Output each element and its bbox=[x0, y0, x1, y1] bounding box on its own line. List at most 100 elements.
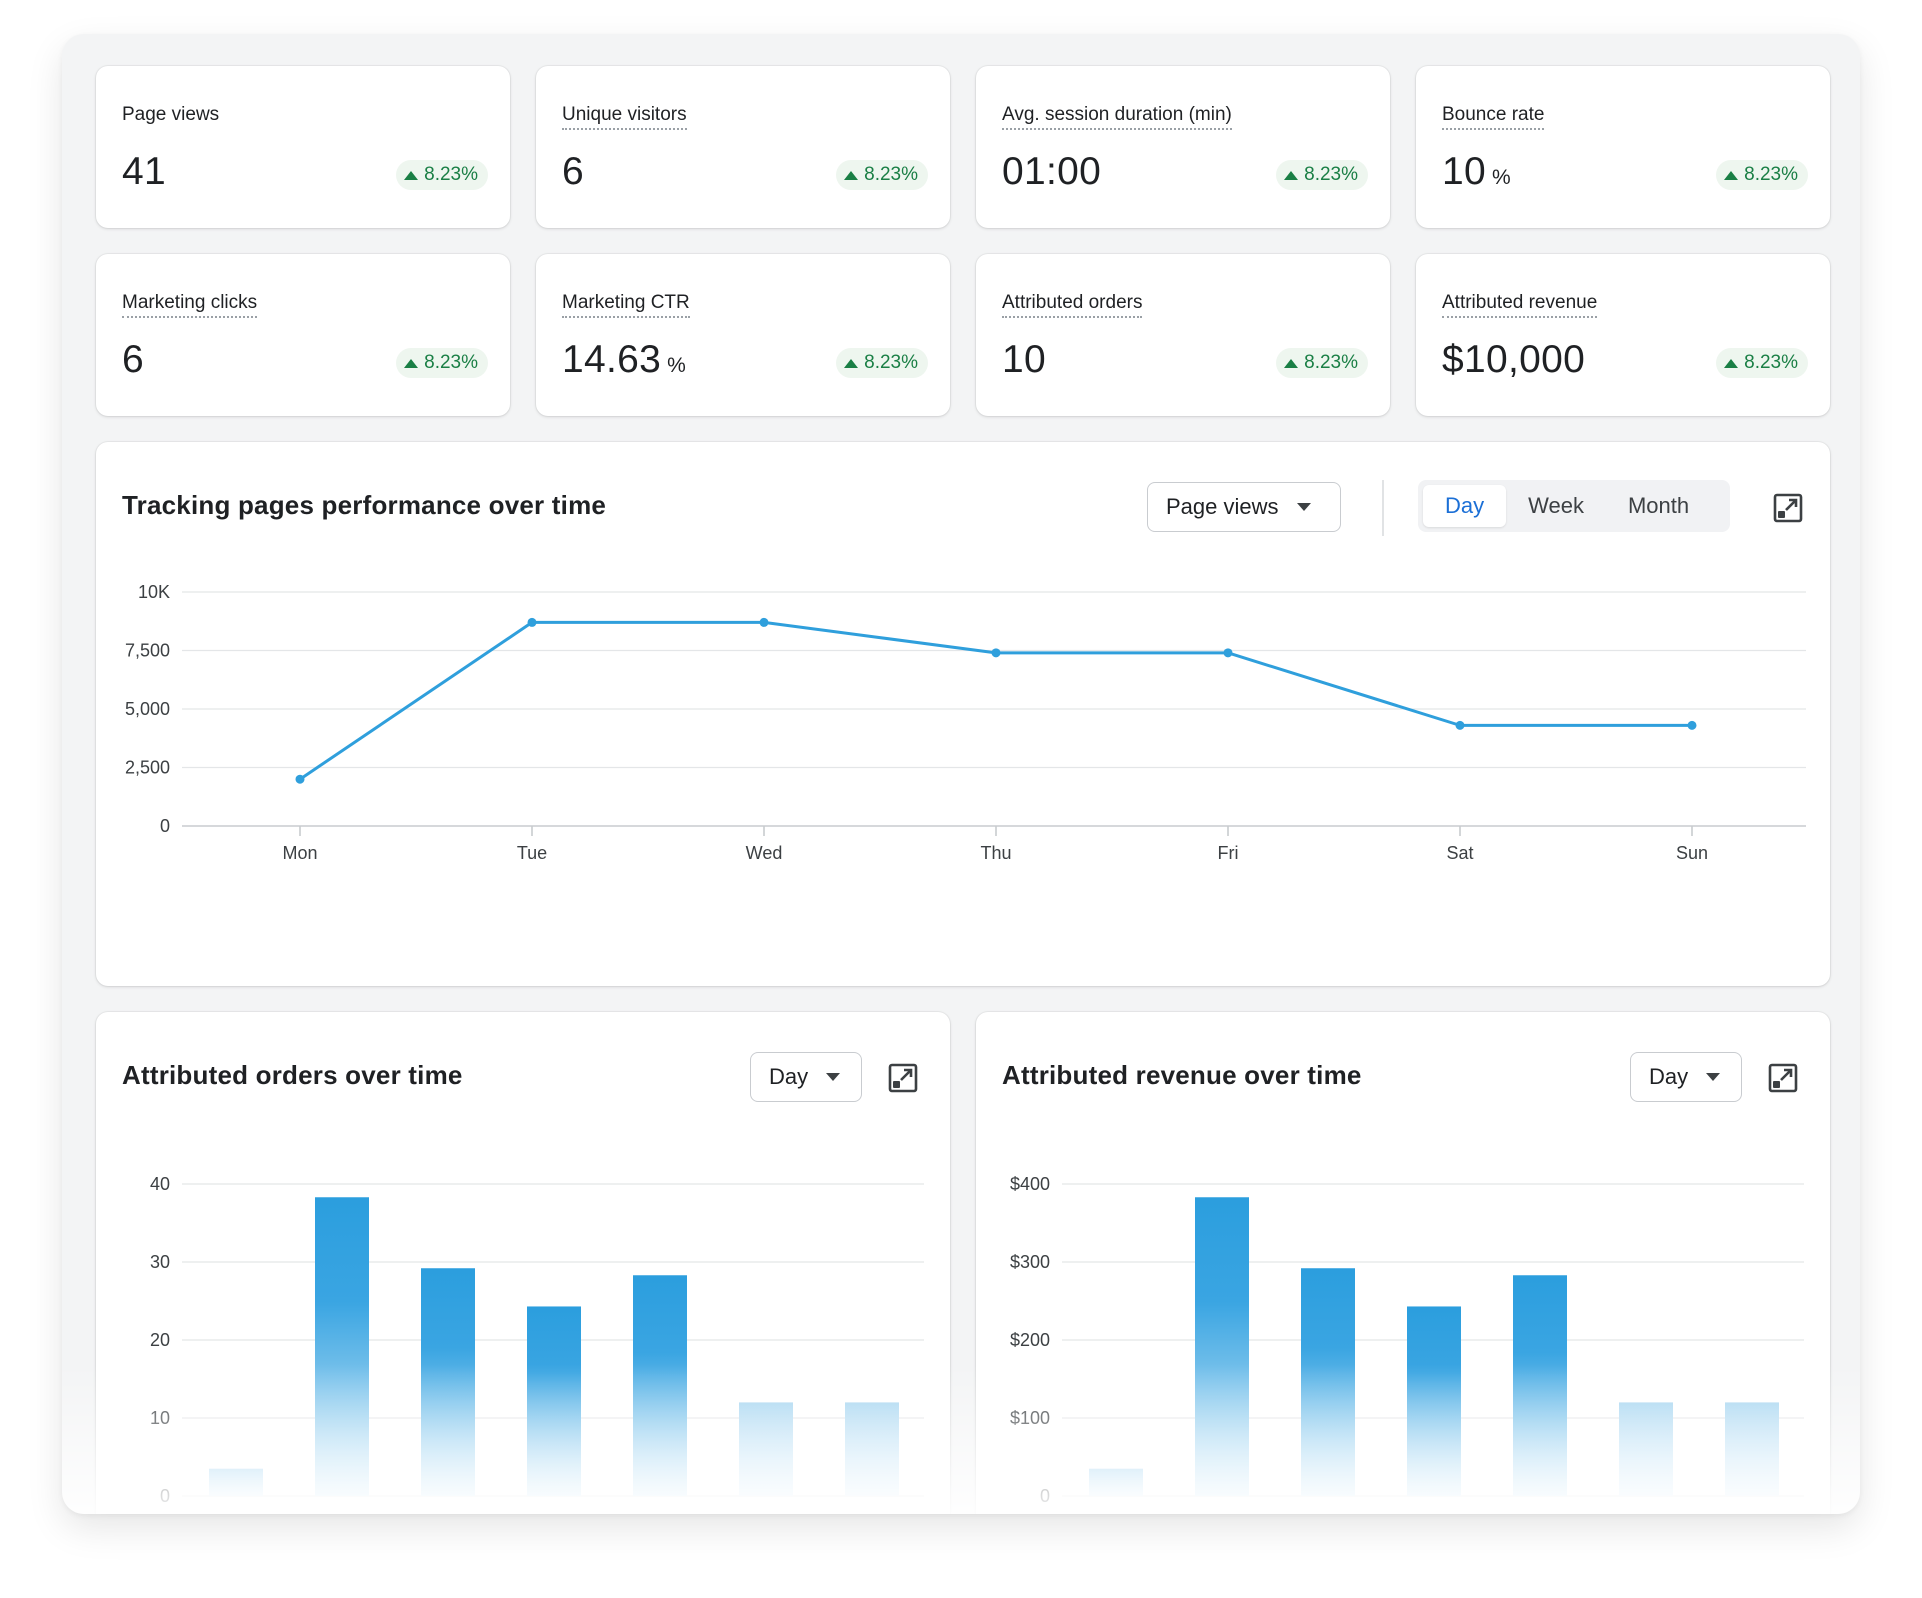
data-point bbox=[527, 617, 537, 627]
attributed-revenue-card: Attributed revenue over time Day 0 $100 $2… bbox=[976, 1012, 1830, 1514]
kpi-number: 41 bbox=[122, 150, 166, 193]
range-select-value: Day bbox=[1649, 1064, 1689, 1089]
bar bbox=[1725, 1402, 1779, 1496]
trend-up-icon bbox=[404, 358, 419, 368]
bar bbox=[1089, 1468, 1143, 1496]
kpi-card-marketing-ctr[interactable]: Marketing CTR 14.63% 8.23% bbox=[536, 254, 950, 416]
kpi-label[interactable]: Unique visitors bbox=[562, 104, 687, 130]
x-tick-label: Wed bbox=[746, 843, 783, 863]
range-tab-week[interactable]: Week bbox=[1528, 493, 1584, 518]
change-value: 8.23% bbox=[864, 164, 918, 185]
chevron-down-icon bbox=[1706, 1073, 1721, 1081]
kpi-value: 10% bbox=[1442, 150, 1511, 194]
data-point bbox=[1455, 720, 1465, 730]
kpi-label[interactable]: Attributed orders bbox=[1002, 292, 1143, 318]
tracking-performance-card: Tracking pages performance over time Pag… bbox=[96, 442, 1830, 986]
change-badge: 8.23% bbox=[836, 160, 928, 190]
expand-icon[interactable] bbox=[1772, 492, 1804, 524]
change-value: 8.23% bbox=[424, 164, 478, 185]
kpi-card-avg-session-duration[interactable]: Avg. session duration (min) 01:00 8.23% bbox=[976, 66, 1390, 228]
chevron-down-icon bbox=[1296, 503, 1311, 511]
change-value: 8.23% bbox=[1304, 352, 1358, 373]
y-tick-label: $100 bbox=[1010, 1408, 1050, 1428]
x-tick-label: Mon bbox=[282, 843, 317, 863]
change-value: 8.23% bbox=[1304, 164, 1358, 185]
kpi-card-attributed-orders[interactable]: Attributed orders 10 8.23% bbox=[976, 254, 1390, 416]
data-point bbox=[1687, 720, 1697, 730]
change-badge: 8.23% bbox=[1716, 348, 1808, 378]
kpi-number: 6 bbox=[562, 150, 584, 193]
kpi-label[interactable]: Avg. session duration (min) bbox=[1002, 104, 1232, 130]
y-tick-label: 0 bbox=[160, 1486, 170, 1506]
change-value: 8.23% bbox=[864, 352, 918, 373]
kpi-card-bounce-rate[interactable]: Bounce rate 10% 8.23% bbox=[1416, 66, 1830, 228]
orders-bar-chart: 0 10 20 30 40 bbox=[150, 1174, 924, 1506]
kpi-label: Page views bbox=[122, 104, 220, 125]
y-tick-label: $300 bbox=[1010, 1252, 1050, 1272]
trend-up-icon bbox=[1724, 358, 1739, 368]
y-tick-label: 10K bbox=[138, 582, 170, 602]
dashboard-shell: Page views 41 8.23% Unique visitors 6 8.… bbox=[62, 34, 1860, 1514]
kpi-card-page-views[interactable]: Page views 41 8.23% bbox=[96, 66, 510, 228]
series-line bbox=[299, 620, 1692, 781]
expand-icon[interactable] bbox=[1767, 1062, 1799, 1094]
revenue-bar-chart: 0 $100 $200 $300 $400 bbox=[1010, 1174, 1804, 1506]
range-tab-month[interactable]: Month bbox=[1627, 493, 1690, 518]
bar bbox=[845, 1402, 899, 1496]
bar bbox=[1619, 1402, 1673, 1496]
range-select-value: Day bbox=[769, 1064, 809, 1089]
line-chart: 0 2,500 5,000 7,500 10K Mon Tue Wed Thu Fri Sat Sun bbox=[125, 582, 1806, 863]
kpi-value: 6 bbox=[122, 338, 150, 382]
range-select[interactable]: Day bbox=[1630, 1052, 1742, 1102]
metric-select-value: Page views bbox=[1166, 494, 1279, 519]
kpi-number: 10 bbox=[1442, 150, 1486, 193]
kpi-label[interactable]: Marketing clicks bbox=[122, 292, 258, 318]
trend-up-icon bbox=[1724, 170, 1739, 180]
x-tick-label: Thu bbox=[980, 843, 1011, 863]
x-tick-label: Tue bbox=[517, 843, 547, 863]
kpi-unit: % bbox=[1491, 166, 1511, 189]
y-tick-label: 40 bbox=[150, 1174, 170, 1194]
change-value: 8.23% bbox=[424, 352, 478, 373]
trend-up-icon bbox=[1284, 170, 1299, 180]
kpi-card-marketing-clicks[interactable]: Marketing clicks 6 8.23% bbox=[96, 254, 510, 416]
bar bbox=[209, 1468, 263, 1496]
change-badge: 8.23% bbox=[1716, 160, 1808, 190]
y-tick-label: 30 bbox=[150, 1252, 170, 1272]
data-point bbox=[991, 648, 1001, 658]
y-tick-label: 20 bbox=[150, 1330, 170, 1350]
x-tick-label: Sat bbox=[1446, 843, 1473, 863]
metric-select[interactable]: Page views bbox=[1147, 482, 1341, 532]
bar bbox=[739, 1402, 793, 1496]
kpi-value: 6 bbox=[562, 150, 590, 194]
kpi-card-attributed-revenue[interactable]: Attributed revenue $10,000 8.23% bbox=[1416, 254, 1830, 416]
kpi-label[interactable]: Attributed revenue bbox=[1442, 292, 1598, 318]
card-title: Attributed revenue over time bbox=[1002, 1060, 1362, 1090]
chevron-down-icon bbox=[826, 1073, 841, 1081]
kpi-label[interactable]: Bounce rate bbox=[1442, 104, 1545, 130]
bar bbox=[1195, 1197, 1249, 1496]
kpi-label[interactable]: Marketing CTR bbox=[562, 292, 690, 318]
x-tick-label: Sun bbox=[1676, 843, 1708, 863]
change-badge: 8.23% bbox=[1276, 348, 1368, 378]
range-tab-day[interactable]: Day bbox=[1423, 485, 1507, 527]
y-tick-label: 7,500 bbox=[125, 641, 170, 661]
change-value: 8.23% bbox=[1744, 352, 1798, 373]
y-tick-label: 0 bbox=[1040, 1486, 1050, 1506]
trend-up-icon bbox=[844, 170, 859, 180]
kpi-card-unique-visitors[interactable]: Unique visitors 6 8.23% bbox=[536, 66, 950, 228]
bar bbox=[421, 1268, 475, 1496]
range-segmented-control: Day Week Month bbox=[1418, 480, 1730, 532]
range-select[interactable]: Day bbox=[750, 1052, 862, 1102]
kpi-number: 01:00 bbox=[1002, 150, 1102, 193]
bar bbox=[633, 1275, 687, 1496]
kpi-value: 10 bbox=[1002, 338, 1052, 382]
card-title: Tracking pages performance over time bbox=[122, 490, 607, 520]
y-tick-label: $200 bbox=[1010, 1330, 1050, 1350]
change-badge: 8.23% bbox=[396, 348, 488, 378]
expand-icon[interactable] bbox=[887, 1062, 919, 1094]
divider bbox=[1382, 480, 1384, 536]
kpi-number: $10,000 bbox=[1442, 338, 1586, 381]
change-badge: 8.23% bbox=[1276, 160, 1368, 190]
kpi-number: 10 bbox=[1002, 338, 1046, 381]
